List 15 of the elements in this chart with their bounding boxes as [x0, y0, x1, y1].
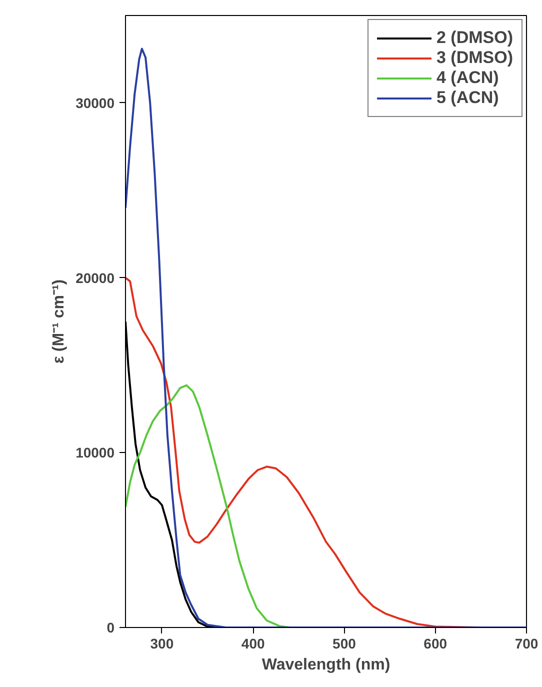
x-axis-title: Wavelength (nm): [262, 656, 390, 674]
y-axis-title: ε (M⁻¹ cm⁻¹): [50, 279, 68, 364]
y-tick-label: 0: [106, 620, 115, 636]
legend-label: 3 (DMSO): [436, 48, 513, 68]
legend-label: 4 (ACN): [436, 68, 499, 88]
legend-label: 2 (DMSO): [436, 28, 513, 48]
y-tick-label: 30000: [76, 94, 115, 111]
y-tick-label: 20000: [76, 270, 115, 286]
x-tick-label: 700: [514, 636, 538, 652]
legend-label: 5 (ACN): [436, 88, 499, 108]
x-tick-label: 300: [150, 636, 174, 652]
x-tick-label: 500: [332, 636, 356, 652]
x-tick-label: 600: [424, 636, 448, 652]
x-tick-label: 400: [241, 636, 265, 652]
y-tick-label: 10000: [76, 444, 115, 461]
